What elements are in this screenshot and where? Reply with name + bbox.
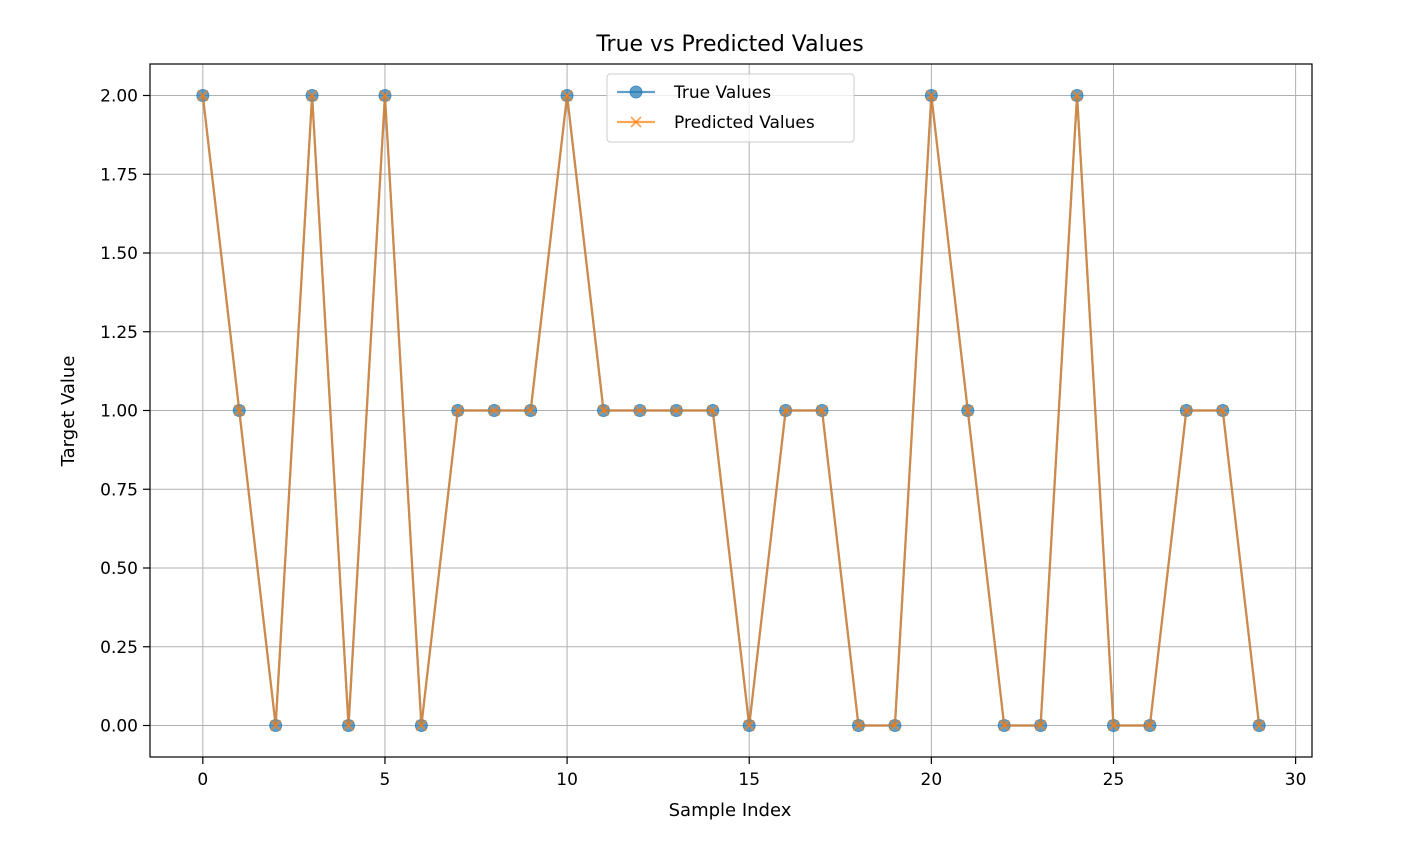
chart-title: True vs Predicted Values <box>595 32 863 57</box>
y-tick-label: 0.50 <box>100 559 138 579</box>
legend-marker <box>630 116 642 128</box>
data-point <box>342 719 355 732</box>
y-tick-label: 1.50 <box>100 244 138 264</box>
data-point <box>379 89 391 102</box>
data-point <box>452 404 464 417</box>
legend-box <box>606 73 855 143</box>
legend-label: True Values <box>673 83 771 103</box>
data-point <box>707 404 719 417</box>
y-tick-label: 0.25 <box>100 638 138 658</box>
x-tick-label: 0 <box>197 770 208 790</box>
data-point <box>525 404 537 417</box>
data-point <box>962 404 974 417</box>
data-point <box>1253 719 1265 732</box>
x-tick-label: 5 <box>380 770 391 790</box>
data-point <box>1107 719 1120 732</box>
data-point <box>998 719 1010 732</box>
data-point <box>306 89 318 102</box>
legend-marker <box>629 85 643 99</box>
data-point <box>1034 719 1047 732</box>
data-point <box>925 89 937 102</box>
data-point <box>561 89 573 102</box>
data-point <box>233 404 245 417</box>
data-point <box>670 404 682 417</box>
data-point <box>889 719 901 732</box>
data-point <box>852 719 865 732</box>
x-tick-label: 30 <box>1285 770 1307 790</box>
data-point <box>743 719 755 732</box>
axis-ticks: 0 5 10 15 20 25 30 0.00 0.25 0.50 0.75 1.00 1.25 1.50… <box>100 87 1306 791</box>
data-point <box>1144 719 1156 732</box>
y-tick-label: 1.00 <box>100 402 138 422</box>
legend-entry-true-values: True Values <box>617 83 771 103</box>
x-tick-label: 15 <box>738 770 760 790</box>
data-point <box>816 404 828 417</box>
data-point <box>1217 404 1229 417</box>
y-tick-label: 0.75 <box>100 480 138 500</box>
series-layer <box>196 89 1266 732</box>
legend: True Values Predicted Values <box>606 73 855 143</box>
y-axis-label: Target Value <box>58 356 79 468</box>
x-axis-label: Sample Index <box>669 800 792 821</box>
data-point <box>488 404 500 417</box>
data-point <box>197 89 209 102</box>
x-tick-label: 10 <box>556 770 578 790</box>
data-point <box>270 719 282 732</box>
series-predicted-values <box>197 89 1265 732</box>
x-tick-label: 25 <box>1103 770 1125 790</box>
legend-label: Predicted Values <box>674 113 815 133</box>
data-point <box>415 719 428 732</box>
series-line <box>201 94 1261 727</box>
x-tick-label: 20 <box>921 770 943 790</box>
y-tick-label: 1.75 <box>100 165 138 185</box>
y-tick-label: 0.00 <box>100 717 138 737</box>
y-tick-label: 1.25 <box>100 323 138 343</box>
legend-entry-predicted-values: Predicted Values <box>617 113 815 133</box>
data-point <box>1071 89 1083 102</box>
data-point <box>780 404 792 417</box>
data-point <box>634 404 646 417</box>
y-tick-label: 2.00 <box>100 87 138 107</box>
data-point <box>597 404 610 417</box>
data-point <box>1180 404 1192 417</box>
